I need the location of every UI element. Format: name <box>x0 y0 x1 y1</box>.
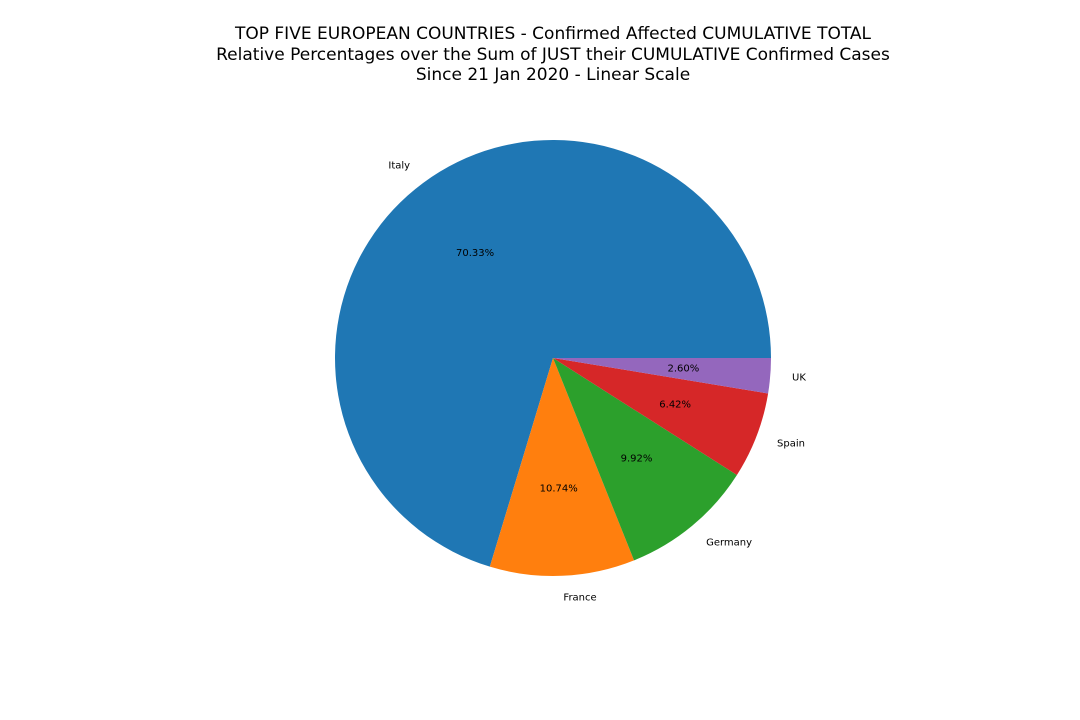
chart-title: TOP FIVE EUROPEAN COUNTRIES - Confirmed … <box>216 24 890 85</box>
pie-category-label-germany: Germany <box>706 538 752 549</box>
chart-title-line-1: TOP FIVE EUROPEAN COUNTRIES - Confirmed … <box>234 24 872 44</box>
pie-percent-label-france: 10.74% <box>540 484 578 495</box>
pie-category-label-france: France <box>563 593 596 604</box>
chart-title-line-2: Relative Percentages over the Sum of JUS… <box>216 45 890 65</box>
pie-category-label-spain: Spain <box>777 439 805 450</box>
pie-slice-italy <box>334 139 771 567</box>
pie-slice-germany <box>553 358 737 561</box>
pie-slice-spain <box>553 358 769 476</box>
pie-slice-france <box>489 358 635 576</box>
pie-percent-label-uk: 2.60% <box>667 364 699 375</box>
pie-category-label-uk: UK <box>792 373 806 384</box>
pie-category-label-italy: Italy <box>388 160 410 171</box>
pie-percent-label-italy: 70.33% <box>456 248 494 259</box>
pie-slice-uk <box>553 358 771 394</box>
pie-slices <box>334 139 771 576</box>
pie-percent-label-spain: 6.42% <box>659 400 691 411</box>
pie-percent-label-germany: 9.92% <box>621 454 653 465</box>
chart-title-line-3: Since 21 Jan 2020 - Linear Scale <box>416 65 690 85</box>
pie-labels: 70.33% Italy 10.74% France 9.92% Germany 6.42%… <box>388 160 806 603</box>
